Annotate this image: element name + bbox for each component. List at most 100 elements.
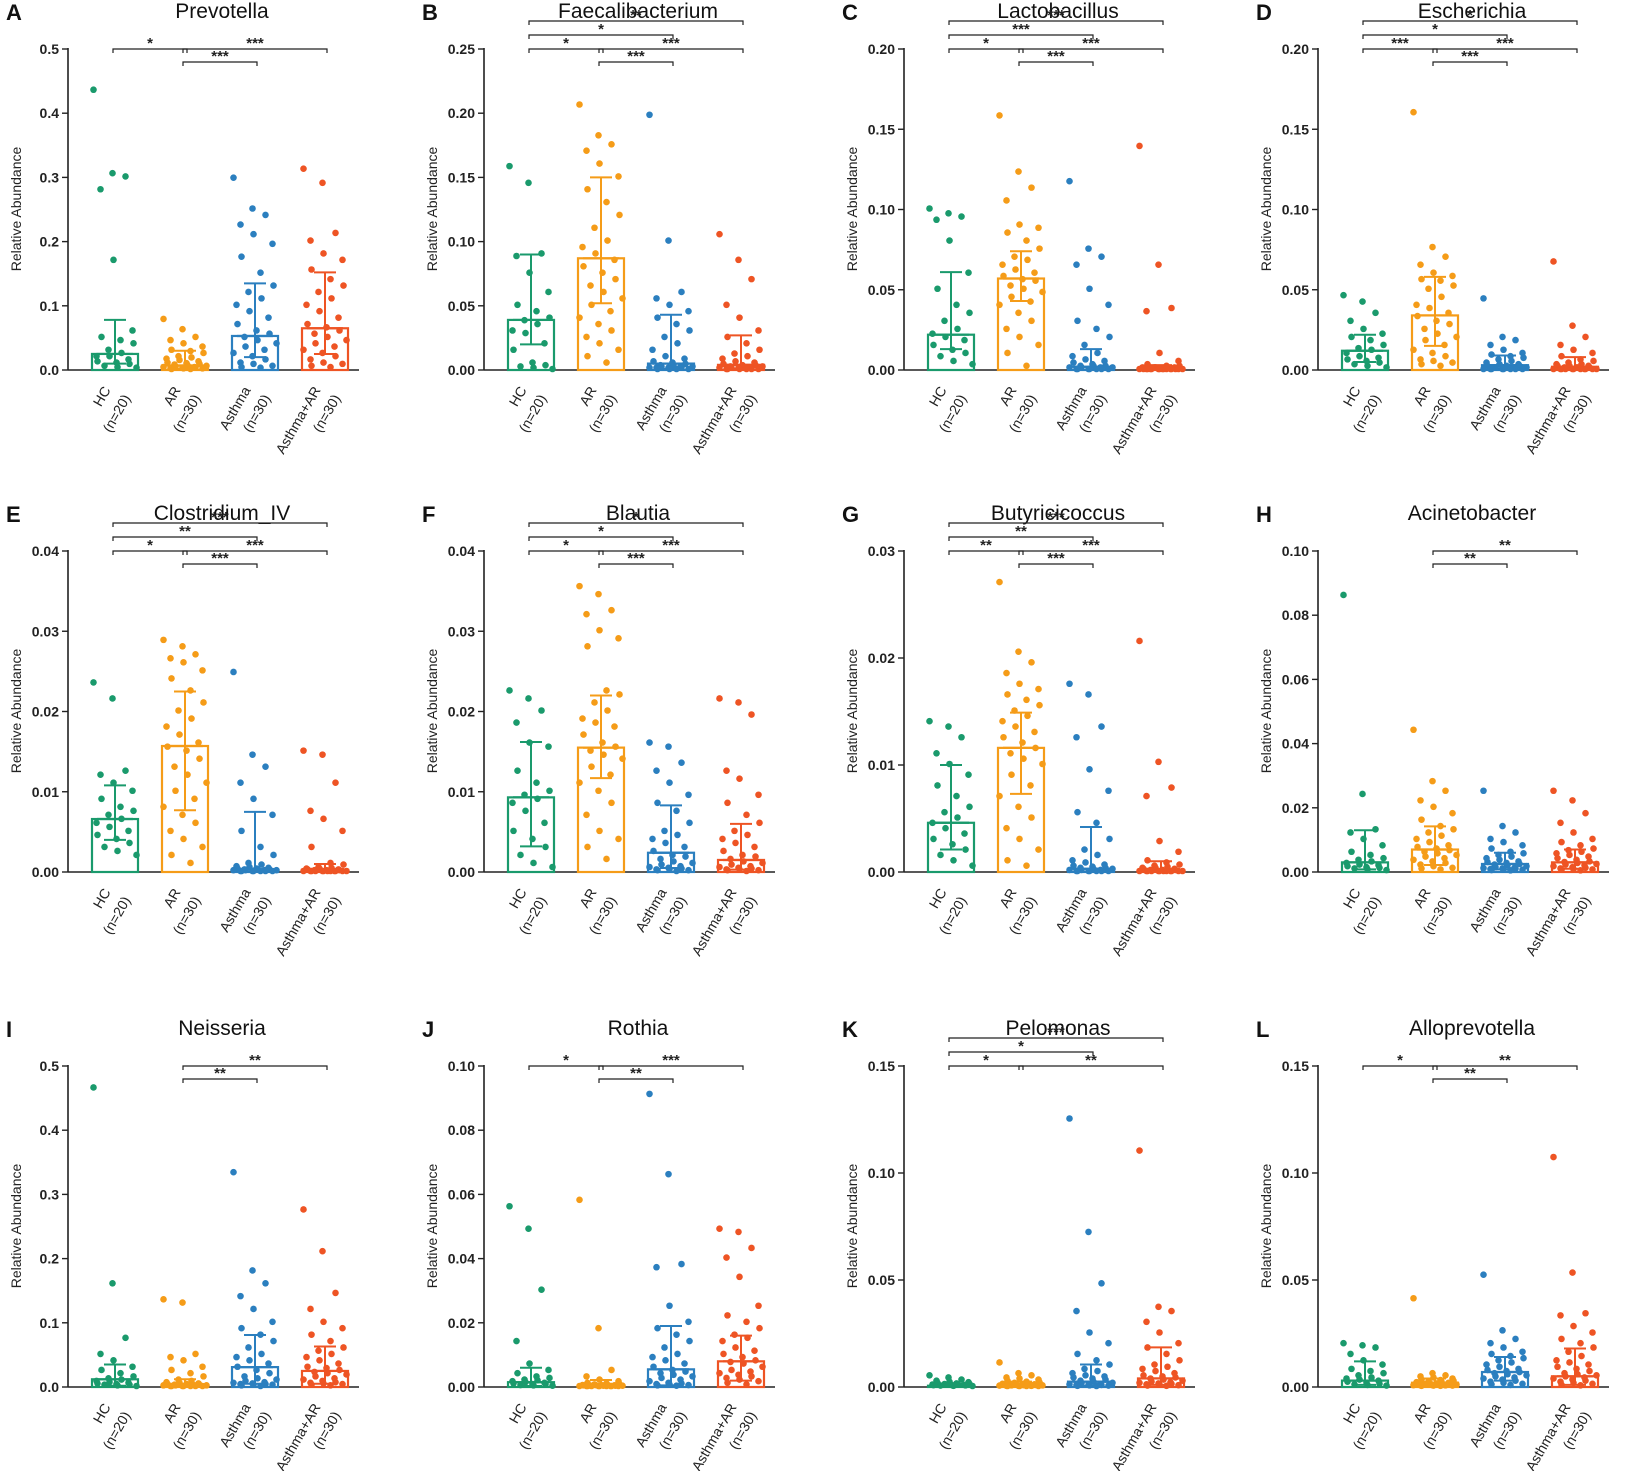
data-point [1093, 325, 1100, 333]
data-point [1004, 691, 1011, 698]
data-point [179, 811, 186, 819]
data-point [319, 751, 326, 758]
data-point [262, 1279, 269, 1287]
data-point [1344, 356, 1351, 363]
data-point [1003, 325, 1010, 333]
panel-title: Acinetobacter [1408, 502, 1536, 525]
significance-bracket [1432, 1078, 1508, 1083]
data-point [1589, 349, 1596, 357]
data-point [1172, 1374, 1179, 1381]
data-point [1015, 1369, 1022, 1377]
data-point [308, 362, 315, 370]
data-point [583, 811, 590, 819]
data-point [666, 779, 673, 787]
data-point [743, 811, 750, 819]
data-point [937, 352, 944, 360]
data-point [97, 185, 104, 193]
data-point [595, 787, 602, 795]
y-tick-label: 0.00 [1282, 1379, 1309, 1395]
data-point [748, 865, 755, 872]
data-point [1066, 866, 1073, 874]
data-point [1367, 336, 1374, 344]
data-point [1015, 648, 1022, 655]
data-point [1003, 669, 1010, 677]
data-point [1499, 333, 1506, 341]
data-point [308, 867, 315, 875]
data-point [1024, 256, 1031, 264]
data-point [113, 835, 120, 843]
data-point [98, 333, 105, 341]
data-point [1355, 344, 1362, 352]
y-tick-label: 0.1 [40, 1315, 60, 1331]
data-point [262, 356, 269, 363]
data-point [735, 1228, 742, 1236]
data-point [1383, 1382, 1390, 1389]
data-point [743, 365, 750, 373]
significance-label: ** [1499, 537, 1511, 554]
data-point [1496, 856, 1503, 864]
significance-bracket [1018, 48, 1164, 53]
data-point [1023, 237, 1030, 244]
data-point [266, 330, 273, 337]
data-point [1429, 777, 1436, 785]
data-point [1413, 835, 1420, 843]
data-point [187, 365, 194, 373]
data-point [1557, 819, 1564, 827]
data-point [584, 643, 591, 650]
y-tick-label: 0.25 [448, 41, 475, 57]
y-axis-label: Relative Abundance [8, 1164, 24, 1289]
data-point [1035, 685, 1042, 693]
data-point [122, 767, 129, 774]
data-point [1582, 365, 1589, 373]
data-point [1356, 861, 1363, 868]
panel-title: Rothia [608, 1017, 669, 1040]
data-point [1417, 797, 1424, 804]
data-point [727, 1358, 734, 1366]
data-point [929, 330, 936, 337]
data-point [716, 1369, 723, 1377]
data-point [1500, 838, 1507, 846]
data-point [685, 365, 692, 373]
significance-label: *** [1047, 1024, 1065, 1041]
y-axis-label: Relative Abundance [1258, 1164, 1274, 1289]
data-point [1012, 723, 1019, 730]
data-point [1496, 1363, 1503, 1371]
data-point [160, 1382, 167, 1389]
data-point [110, 779, 117, 787]
data-point [1028, 1372, 1035, 1379]
data-point [1430, 357, 1437, 365]
data-point [966, 309, 973, 317]
data-point [97, 1350, 104, 1358]
significance-bracket [182, 550, 328, 555]
data-point [237, 779, 244, 787]
y-tick-label: 0.05 [448, 298, 475, 314]
data-point [595, 590, 602, 598]
data-point [1175, 1339, 1182, 1347]
data-point [513, 252, 520, 260]
data-point [600, 288, 607, 296]
data-point [269, 811, 276, 819]
data-point [1027, 782, 1034, 789]
data-point [514, 767, 521, 774]
data-point [615, 835, 622, 843]
data-point [719, 1337, 726, 1345]
data-point [599, 739, 606, 746]
data-point [180, 365, 187, 372]
data-point [1589, 365, 1596, 373]
data-point [90, 679, 97, 686]
data-point [1143, 307, 1150, 315]
data-point [657, 855, 664, 863]
data-point [249, 1267, 256, 1274]
y-tick-label: 0.10 [1282, 202, 1309, 218]
data-point [320, 359, 327, 366]
data-point [1023, 862, 1030, 869]
data-point [273, 1376, 280, 1383]
data-point [1105, 867, 1112, 875]
panel-letter: J [422, 1017, 434, 1042]
data-point [1516, 1368, 1523, 1376]
data-point [530, 1382, 537, 1389]
data-point [756, 1324, 763, 1332]
significance-bracket [112, 550, 188, 555]
data-point [1136, 867, 1143, 875]
data-point [926, 717, 933, 725]
